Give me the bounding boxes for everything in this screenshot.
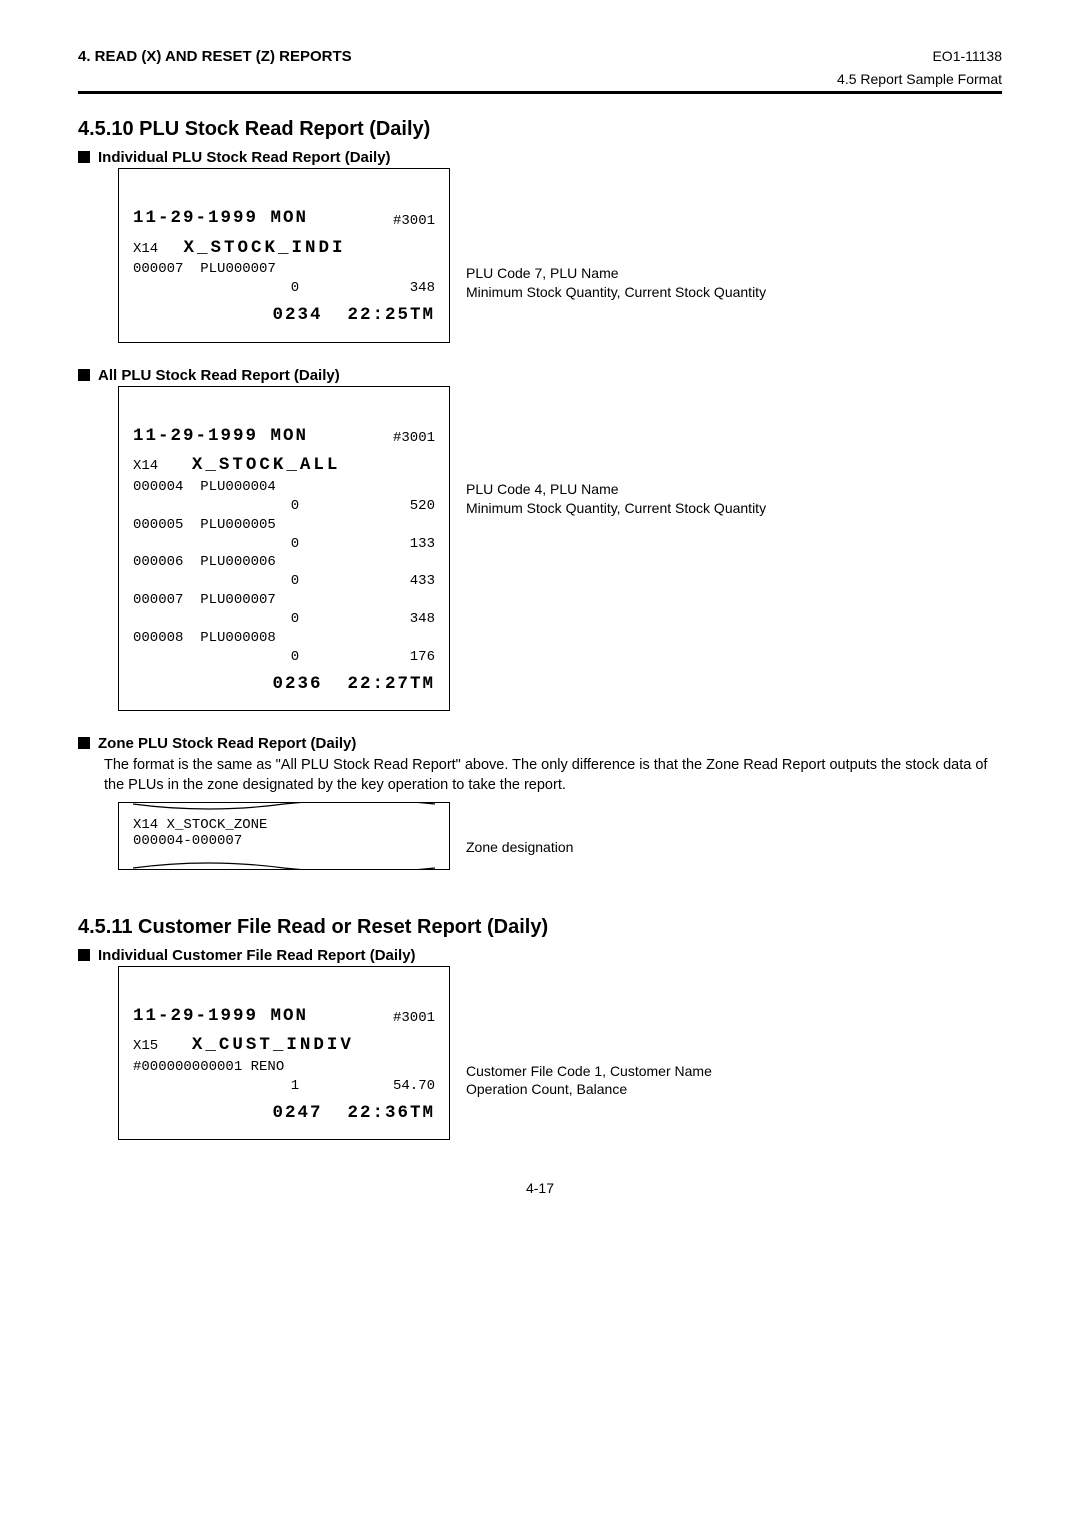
- section-4-5-11-title: 4.5.11 Customer File Read or Reset Repor…: [78, 916, 1002, 939]
- sub-individual-plu: Individual PLU Stock Read Report (Daily): [78, 149, 1002, 166]
- receipt-zone-title: X_STOCK_ZONE: [167, 817, 268, 833]
- sub-individual-plu-label: Individual PLU Stock Read Report (Daily): [98, 149, 391, 166]
- header-rule: [78, 91, 1002, 94]
- receipt-all-footer-time: 22:27TM: [347, 674, 435, 694]
- table-row-values: 0176: [133, 648, 435, 667]
- receipt-plu-code: 000007: [133, 261, 183, 277]
- receipt-date: 11-29-1999 MON: [133, 207, 308, 231]
- receipt-all-date: 11-29-1999 MON: [133, 425, 308, 449]
- table-row: 000007 PLU000007: [133, 591, 435, 610]
- note-all-stock-qty: Minimum Stock Quantity, Current Stock Qu…: [466, 499, 766, 518]
- bullet-icon: [78, 737, 90, 749]
- receipt-footer-time: 22:25TM: [347, 305, 435, 325]
- sub-all-plu: All PLU Stock Read Report (Daily): [78, 367, 1002, 384]
- page-number: 4-17: [78, 1180, 1002, 1196]
- receipt-zone-xcode: X14: [133, 817, 158, 833]
- table-row-values: 0433: [133, 572, 435, 591]
- receipt-customer: 11-29-1999 MON #3001 X15 X_CUST_INDIV #0…: [118, 966, 450, 1141]
- receipt-all-plu: 11-29-1999 MON #3001 X14 X_STOCK_ALL 000…: [118, 386, 450, 712]
- receipt-xcode: X14: [133, 241, 158, 257]
- receipt-cust-date: 11-29-1999 MON: [133, 1005, 308, 1029]
- sub-all-plu-label: All PLU Stock Read Report (Daily): [98, 367, 340, 384]
- receipt-footer-seq: 0234: [272, 305, 322, 325]
- receipt-all-footer-seq: 0236: [272, 674, 322, 694]
- receipt-zone: X14 X_STOCK_ZONE 000004-000007: [118, 802, 450, 870]
- sub-individual-cust-label: Individual Customer File Read Report (Da…: [98, 947, 416, 964]
- receipt-plu-name: PLU000007: [200, 261, 276, 277]
- receipt-cust-xcode: X15: [133, 1038, 158, 1054]
- table-row: 000008 PLU000008: [133, 629, 435, 648]
- bullet-icon: [78, 369, 90, 381]
- table-row: 000004 PLU000004: [133, 478, 435, 497]
- note-stock-qty: Minimum Stock Quantity, Current Stock Qu…: [466, 283, 766, 302]
- sub-zone-plu-label: Zone PLU Stock Read Report (Daily): [98, 735, 356, 752]
- zone-body-text: The format is the same as "All PLU Stock…: [104, 756, 1002, 795]
- receipt-cust-opcount: 1: [133, 1077, 299, 1096]
- receipt-cust-name: RENO: [251, 1059, 285, 1075]
- receipt-cust-footer-time: 22:36TM: [347, 1103, 435, 1123]
- receipt-title: X_STOCK_INDI: [183, 238, 345, 258]
- receipt-cur-qty: 348: [314, 279, 435, 298]
- sub-individual-cust: Individual Customer File Read Report (Da…: [78, 947, 1002, 964]
- note-zone: Zone designation: [466, 838, 573, 857]
- receipt-cust-footer-seq: 0247: [272, 1103, 322, 1123]
- table-row: 000005 PLU000005: [133, 516, 435, 535]
- receipt-individual-plu: 11-29-1999 MON #3001 X14 X_STOCK_INDI 00…: [118, 168, 450, 343]
- receipt-cust-title: X_CUST_INDIV: [192, 1035, 354, 1055]
- bullet-icon: [78, 151, 90, 163]
- note-cust-code: Customer File Code 1, Customer Name: [466, 1062, 712, 1081]
- table-row-values: 0133: [133, 535, 435, 554]
- table-row: 000006 PLU000006: [133, 553, 435, 572]
- receipt-zone-range: 000004-000007: [133, 833, 242, 849]
- header-left: 4. READ (X) AND RESET (Z) REPORTS: [78, 48, 352, 65]
- receipt-terminal: #3001: [393, 212, 435, 231]
- header-subtitle: 4.5 Report Sample Format: [78, 71, 1002, 87]
- receipt-cust-code: #000000000001: [133, 1059, 242, 1075]
- sub-zone-plu: Zone PLU Stock Read Report (Daily): [78, 735, 1002, 752]
- receipt-all-rows: 000004 PLU0000040520000005 PLU0000050133…: [133, 478, 435, 667]
- table-row-values: 0348: [133, 610, 435, 629]
- header-code: EO1-11138: [932, 48, 1002, 64]
- page-header: 4. READ (X) AND RESET (Z) REPORTS EO1-11…: [78, 48, 1002, 65]
- section-4-5-10-title: 4.5.10 PLU Stock Read Report (Daily): [78, 118, 1002, 141]
- bullet-icon: [78, 949, 90, 961]
- receipt-min-qty: 0: [133, 279, 299, 298]
- receipt-all-terminal: #3001: [393, 429, 435, 448]
- tear-bottom-icon: [133, 860, 435, 870]
- note-plu-code: PLU Code 7, PLU Name: [466, 264, 766, 283]
- table-row-values: 0520: [133, 497, 435, 516]
- receipt-all-title: X_STOCK_ALL: [192, 455, 341, 475]
- receipt-cust-balance: 54.70: [314, 1077, 435, 1096]
- receipt-cust-terminal: #3001: [393, 1009, 435, 1028]
- note-all-plu-code: PLU Code 4, PLU Name: [466, 480, 766, 499]
- note-cust-balance: Operation Count, Balance: [466, 1080, 712, 1099]
- receipt-all-xcode: X14: [133, 458, 158, 474]
